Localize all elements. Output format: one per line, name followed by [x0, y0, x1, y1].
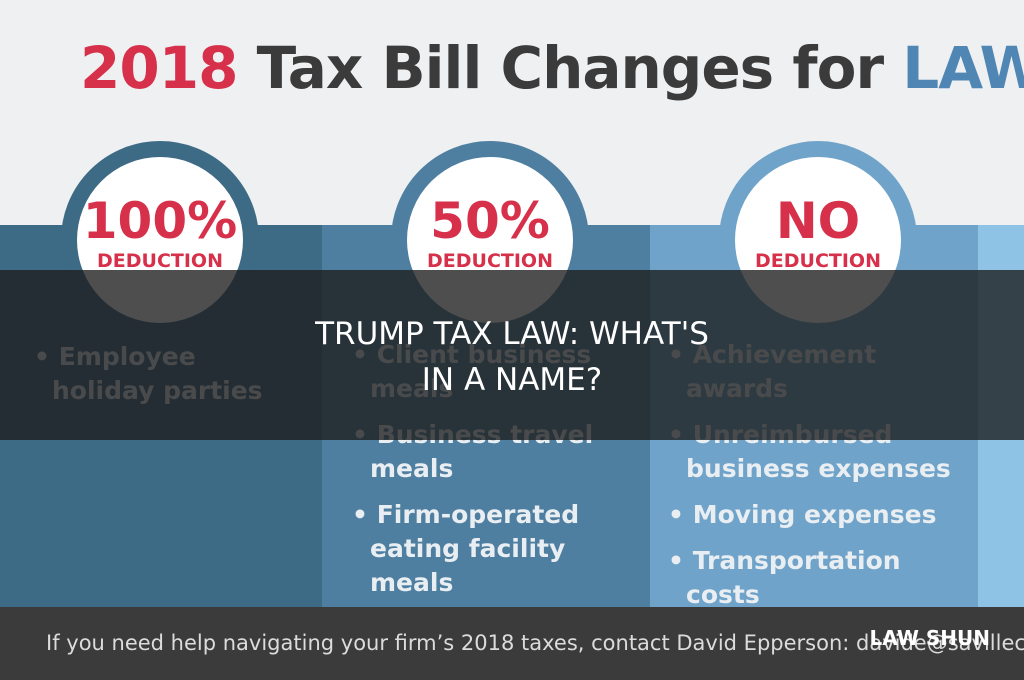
deduction-amount: 100% [82, 192, 238, 250]
item-text: Transportation costs [686, 546, 901, 609]
title-middle: Tax Bill Changes for [256, 34, 884, 102]
title-year: 2018 [80, 34, 238, 102]
footer: If you need help navigating your firm’s … [0, 607, 1024, 680]
list-item: • Transportation costs [668, 546, 901, 609]
overlay-title: TRUMP TAX LAW: WHAT'S [315, 316, 709, 352]
deduction-label: DEDUCTION [427, 250, 553, 272]
item-text: Moving expenses [692, 500, 937, 529]
overlay-title: IN A NAME? [421, 362, 603, 398]
deduction-amount: NO [775, 192, 861, 250]
overlay-band [0, 270, 1024, 440]
list-item: • Moving expenses [668, 500, 937, 529]
deduction-label: DEDUCTION [97, 250, 223, 272]
deduction-amount: 50% [430, 192, 550, 250]
brand: LAW SHUN [869, 626, 990, 650]
deduction-label: DEDUCTION [755, 250, 881, 272]
title-end: LAW [902, 34, 1024, 102]
list-item: • Firm-operated eating facility meals [352, 500, 580, 597]
infographic-title: 2018 Tax Bill Changes for LAW [80, 34, 1024, 102]
item-text: Firm-operated eating facility meals [370, 500, 580, 597]
